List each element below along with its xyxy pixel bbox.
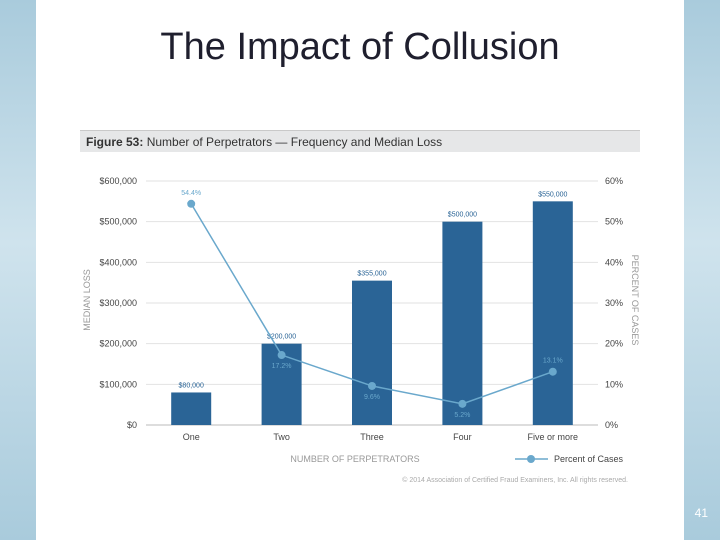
y2-tick-label: 0% — [605, 420, 618, 430]
figure-header: Figure 53: Number of Perpetrators — Freq… — [80, 130, 640, 152]
bar — [171, 392, 212, 425]
percent-label: 5.2% — [454, 412, 470, 419]
x-tick-label: Four — [453, 432, 472, 442]
legend: Percent of Cases — [515, 454, 624, 464]
bar — [442, 221, 483, 425]
y2-tick-label: 10% — [605, 379, 623, 389]
x-axis-label: NUMBER OF PERPETRATORS — [290, 454, 419, 464]
percent-point — [458, 399, 467, 408]
y2-tick-label: 30% — [605, 298, 623, 308]
y-tick-label: $300,000 — [99, 298, 137, 308]
percent-label: 9.6% — [364, 394, 380, 401]
bar — [532, 201, 573, 425]
bar-value-label: $500,000 — [448, 212, 477, 219]
x-tick-label: Two — [273, 432, 290, 442]
x-tick-label: Five or more — [528, 432, 579, 442]
bar-value-label: $355,000 — [357, 271, 386, 278]
y-tick-label: $500,000 — [99, 217, 137, 227]
legend-dot-marker — [527, 455, 535, 463]
bar — [352, 280, 392, 425]
y-tick-label: $0 — [127, 420, 137, 430]
percent-point — [368, 381, 376, 390]
slide-title: The Impact of Collusion — [160, 26, 560, 68]
left-side-bar — [0, 0, 36, 540]
y-axis-label: MEDIAN LOSS — [82, 269, 92, 331]
y2-tick-label: 60% — [605, 176, 623, 186]
percent-label: 17.2% — [272, 363, 292, 370]
y2-axis-label: PERCENT OF CASES — [630, 255, 640, 346]
x-tick-label: Three — [360, 432, 384, 442]
percent-point — [277, 351, 286, 360]
percent-label: 54.4% — [181, 190, 201, 197]
page-number: 41 — [694, 506, 708, 520]
legend-label: Percent of Cases — [554, 454, 624, 464]
y-tick-label: $600,000 — [99, 176, 137, 186]
figure-label: Figure 53: — [86, 135, 144, 149]
percent-label: 13.1% — [543, 358, 563, 365]
figure-caption: Number of Perpetrators — Frequency and M… — [146, 135, 443, 149]
y2-tick-label: 50% — [605, 217, 623, 227]
y-tick-label: $400,000 — [99, 257, 137, 267]
copyright-note: © 2014 Association of Certified Fraud Ex… — [402, 476, 628, 484]
y-tick-label: $200,000 — [99, 339, 137, 349]
x-tick-label: One — [183, 432, 200, 442]
y-tick-label: $100,000 — [99, 379, 137, 389]
bar-value-label: $550,000 — [538, 191, 567, 198]
bar-value-label: $80,000 — [179, 382, 204, 389]
right-side-bar — [684, 0, 720, 540]
y2-tick-label: 20% — [605, 339, 623, 349]
percent-point — [548, 367, 557, 376]
bar-value-label: $200,000 — [267, 334, 296, 341]
percent-point — [187, 199, 196, 208]
y2-tick-label: 40% — [605, 257, 623, 267]
